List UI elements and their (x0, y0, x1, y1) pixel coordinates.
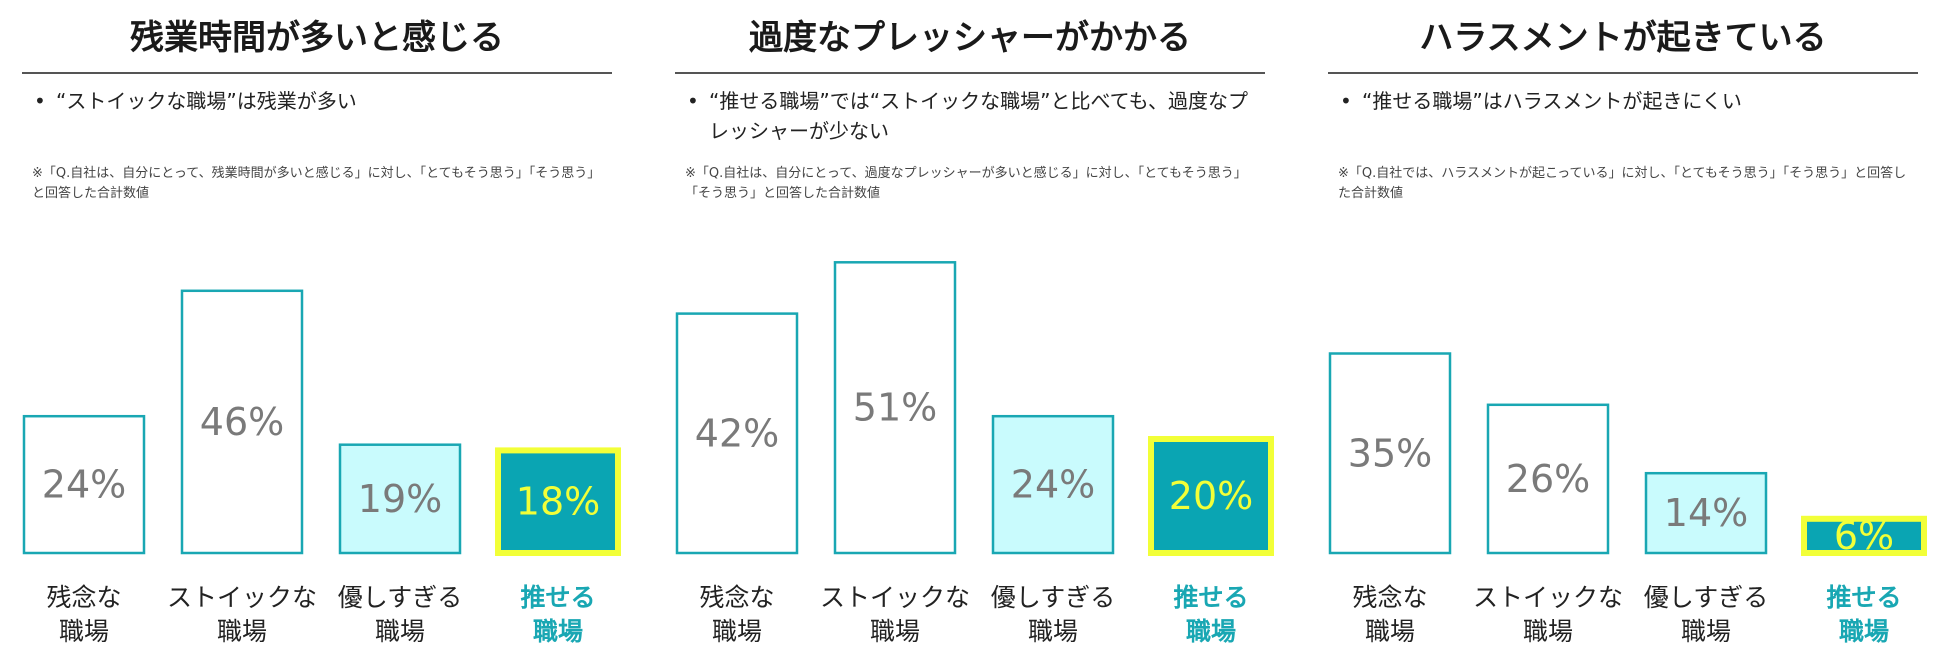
category-label-1-0: ストイックな (167, 583, 317, 612)
survey-note: ※「Q.自社では、ハラスメントが起こっている」に対し、「とてもそう思う」「そう思… (1338, 166, 1907, 201)
bar-2 (1644, 471, 1768, 555)
bar-1 (1486, 403, 1610, 555)
bar-3 (1801, 515, 1927, 556)
value-label-1: 26% (1506, 457, 1590, 501)
bar-1 (833, 261, 957, 555)
category-label-2-1: 職場 (375, 617, 425, 646)
title-divider (675, 72, 1265, 74)
category-label-0-1: 職場 (712, 617, 762, 646)
bar-2 (991, 414, 1115, 555)
category-label-0-0: 残念な (46, 583, 121, 612)
value-label-2: 14% (1664, 491, 1748, 535)
bar-0 (22, 414, 146, 555)
value-label-0: 24% (42, 463, 126, 507)
value-label-3: 20% (1169, 474, 1253, 518)
value-label-2: 24% (1011, 463, 1095, 507)
summary-bullet: “推せる職場”では“ストイックな職場”と比べても、過度なプレッシャーが少ない (685, 86, 1255, 146)
category-label-2-1: 職場 (1681, 617, 1731, 646)
panel-title: ハラスメントが起きている (1419, 18, 1827, 58)
panel-pressure: 過度なプレッシャーがかかる “推せる職場”では“ストイックな職場”と比べても、過… (675, 0, 1274, 668)
survey-note: ※「Q.自社は、自分にとって、残業時間が多いと感じる」に対し、「とてもそう思う」… (32, 166, 601, 201)
bar-1 (180, 289, 304, 555)
category-label-1-1: 職場 (217, 617, 267, 646)
value-label-0: 35% (1348, 431, 1432, 475)
summary-bullet: “推せる職場”はハラスメントが起きにくい (1338, 86, 1908, 116)
category-label-1-1: 職場 (1523, 617, 1573, 646)
category-label-3-0: 推せる (1173, 583, 1248, 612)
value-label-2: 19% (358, 477, 442, 521)
value-label-0: 42% (695, 411, 779, 455)
category-label-3-0: 推せる (1826, 583, 1901, 612)
title-divider (1328, 72, 1918, 74)
category-label-3-1: 職場 (1839, 617, 1889, 646)
bar-3 (1148, 436, 1274, 556)
value-label-1: 51% (853, 386, 937, 430)
panel-harassment: ハラスメントが起きている “推せる職場”はハラスメントが起きにくい ※「Q.自社… (1328, 0, 1927, 668)
category-label-1-1: 職場 (870, 617, 920, 646)
value-label-3: 18% (516, 480, 600, 524)
survey-note: ※「Q.自社は、自分にとって、過度なプレッシャーが多いと感じる」に対し、「とても… (685, 166, 1247, 201)
panel-title: 過度なプレッシャーがかかる (749, 18, 1191, 58)
category-label-2-0: 優しすぎる (338, 583, 463, 612)
value-label-1: 46% (200, 400, 284, 444)
title-divider (22, 72, 612, 74)
category-label-2-0: 優しすぎる (1644, 583, 1769, 612)
summary-bullet: “ストイックな職場”は残業が多い (32, 86, 602, 116)
category-label-1-0: ストイックな (820, 583, 970, 612)
panel-overtime: 残業時間が多いと感じる “ストイックな職場”は残業が多い ※「Q.自社は、自分に… (22, 0, 621, 668)
bar-0 (1328, 352, 1452, 555)
category-label-0-1: 職場 (59, 617, 109, 646)
category-label-0-0: 残念な (699, 583, 774, 612)
category-label-2-1: 職場 (1028, 617, 1078, 646)
category-label-2-0: 優しすぎる (991, 583, 1116, 612)
category-label-1-0: ストイックな (1473, 583, 1623, 612)
bar-0 (675, 312, 799, 555)
value-label-3: 6% (1834, 514, 1894, 558)
category-label-3-1: 職場 (533, 617, 583, 646)
category-label-0-0: 残念な (1352, 583, 1427, 612)
panel-title: 残業時間が多いと感じる (130, 18, 504, 58)
bar-2 (338, 443, 462, 555)
category-label-3-1: 職場 (1186, 617, 1236, 646)
bar-3 (495, 447, 621, 556)
category-label-0-1: 職場 (1365, 617, 1415, 646)
category-label-3-0: 推せる (520, 583, 595, 612)
